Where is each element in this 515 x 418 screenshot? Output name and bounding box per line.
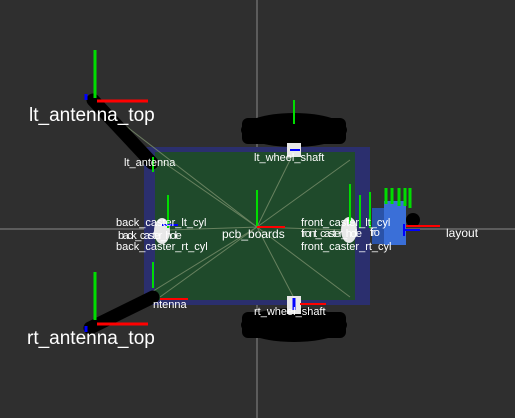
frame-label-back-caster-hole: back_caster_hole: [118, 230, 182, 242]
frame-label-rt-antenna-top: rt_antenna_top: [27, 328, 155, 349]
frame-label-front-caster-lt-cyl: front_caster_lt_cyl: [301, 217, 391, 229]
lt-antenna-rod: [86, 93, 159, 170]
frame-label-front-caster-hole: front_caster_hole: [301, 228, 362, 240]
rt-wheel-body: [242, 312, 346, 338]
frame-label-rt-antenna: ntenna: [153, 299, 187, 311]
sensor-cap: [406, 213, 420, 227]
lt-wheel-body: [242, 118, 346, 144]
frame-label-rt-wheel-shaft: rt_wheel_shaft: [254, 306, 326, 318]
frame-label-back-caster-rt-cyl: back_caster_rt_cyl: [116, 241, 208, 253]
sensor-block: [384, 201, 406, 245]
frame-label-front-caster-rt-cyl: front_caster_rt_cyl: [301, 241, 392, 253]
frame-label-lt-antenna-top: lt_antenna_top: [29, 105, 155, 126]
frame-label-lt-wheel-shaft: lt_wheel_shaft: [254, 152, 325, 164]
front-caster: [341, 217, 357, 243]
frame-label-lt-antenna: lt_antenna: [124, 157, 176, 169]
frame-label-pcb-boards: pcb_boards: [222, 227, 285, 241]
frame-label-front-overlap: fro: [370, 227, 380, 239]
frame-label-layout: layout: [446, 226, 479, 240]
tf-links: [89, 99, 351, 331]
frame-label-back-caster-lt-cyl: back_caster_lt_cyl: [116, 217, 207, 229]
